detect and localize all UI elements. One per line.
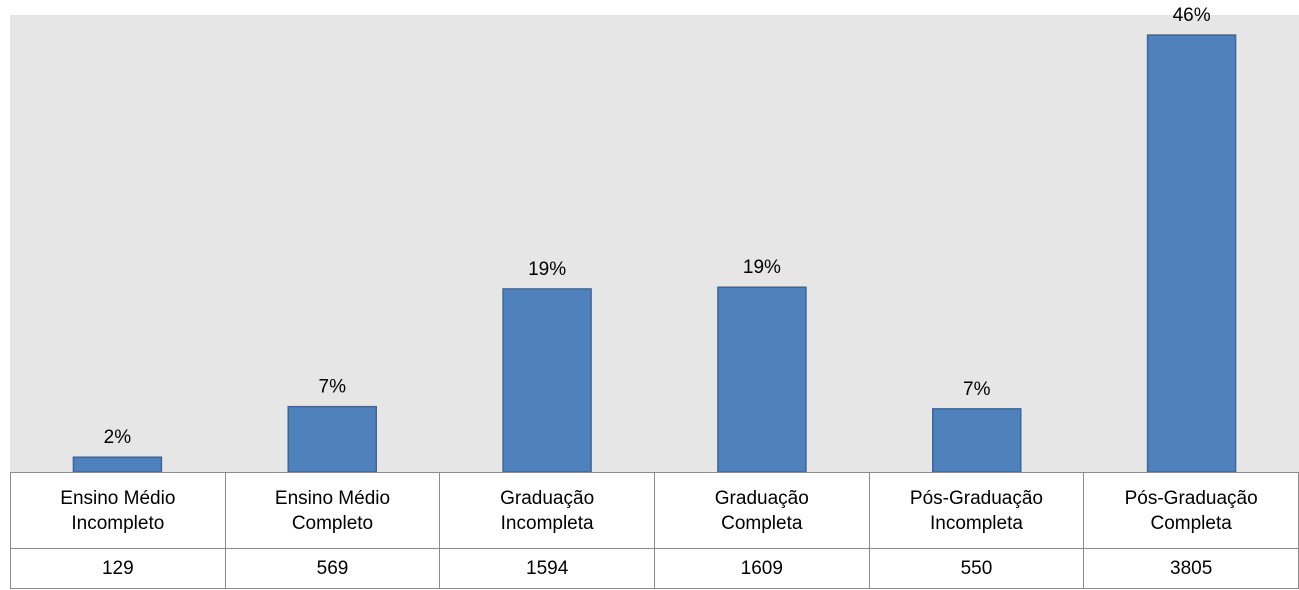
bar (72, 456, 163, 473)
category-cell: Ensino Médio Completo (224, 472, 441, 549)
value-label: 19% (528, 259, 566, 280)
category-row: Ensino Médio Incompleto Ensino Médio Comp… (10, 472, 1299, 549)
plot-area (10, 15, 1299, 472)
category-cell: Graduação Incompleta (439, 472, 655, 549)
value-label: 2% (104, 427, 132, 448)
category-cell: Graduação Completa (653, 472, 870, 549)
bar (287, 405, 377, 473)
data-table: Ensino Médio Incompleto Ensino Médio Comp… (10, 472, 1299, 589)
bar (932, 408, 1022, 473)
count-cell: 129 (10, 548, 226, 589)
value-label: 46% (1173, 5, 1211, 26)
value-label: 19% (743, 257, 781, 278)
category-label: Graduação Completa (714, 487, 809, 534)
count-cell: 1609 (653, 548, 870, 589)
count-row: 129 569 1594 1609 550 3805 (10, 548, 1299, 589)
category-label: Pós-Graduação Completa (1124, 487, 1258, 534)
count-cell: 569 (224, 548, 441, 589)
bar (502, 288, 592, 473)
count-cell: 3805 (1083, 548, 1299, 589)
bar (717, 286, 807, 473)
bar (1146, 34, 1237, 473)
count-cell: 550 (868, 548, 1085, 589)
category-cell: Ensino Médio Incompleto (10, 472, 226, 549)
category-cell: Pós-Graduação Completa (1083, 472, 1299, 549)
category-label: Ensino Médio Completo (274, 487, 391, 534)
count-cell: 1594 (439, 548, 655, 589)
value-label: 7% (963, 379, 991, 400)
category-label: Pós-Graduação Incompleta (909, 487, 1043, 534)
category-label: Ensino Médio Incompleto (60, 487, 176, 534)
category-label: Graduação Incompleta (500, 487, 595, 534)
value-label: 7% (319, 377, 347, 398)
category-cell: Pós-Graduação Incompleta (868, 472, 1085, 549)
